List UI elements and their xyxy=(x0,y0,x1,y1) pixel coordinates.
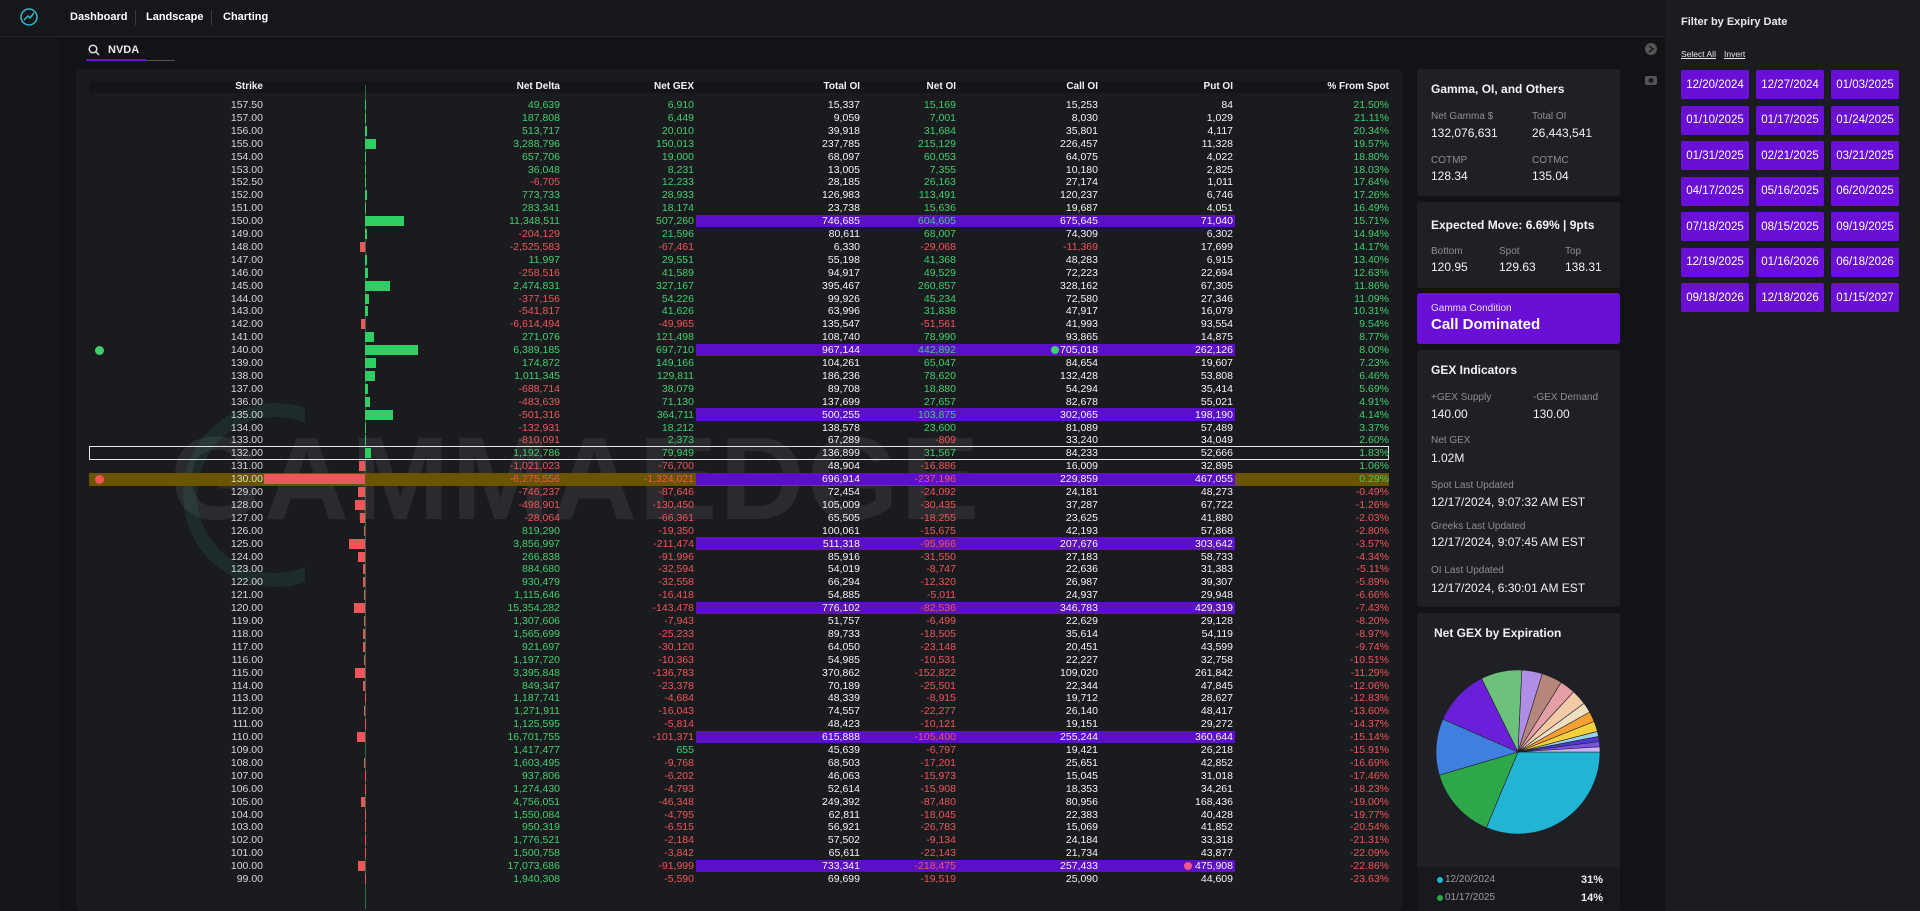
value: 128.34 xyxy=(1431,169,1468,183)
pie-chart xyxy=(1435,669,1601,835)
date-button[interactable]: 06/20/2025 xyxy=(1831,176,1899,206)
nav-item[interactable]: Landscape xyxy=(146,11,204,23)
date-button[interactable]: 01/31/2025 xyxy=(1681,141,1749,170)
legend-dot xyxy=(1437,895,1443,901)
watermark-logo xyxy=(183,403,305,587)
pie-slice xyxy=(1485,751,1601,835)
label: +GEX Supply xyxy=(1431,392,1492,403)
card-title: Net GEX by Expiration xyxy=(1434,626,1562,640)
label: -GEX Demand xyxy=(1533,392,1599,403)
date-button[interactable]: 06/18/2026 xyxy=(1831,247,1899,277)
value: 132,076,631 xyxy=(1431,126,1498,140)
date-button[interactable]: 01/16/2026 xyxy=(1756,247,1824,277)
date-button[interactable]: 12/20/2024 xyxy=(1681,70,1749,99)
date-button[interactable]: 01/15/2027 xyxy=(1831,283,1899,312)
label: Top xyxy=(1565,246,1582,257)
date-button[interactable]: 02/21/2025 xyxy=(1756,141,1824,170)
search-box[interactable]: NVDA xyxy=(86,36,175,61)
value: 12/17/2024, 6:30:01 AM EST xyxy=(1431,581,1586,595)
legend-dot xyxy=(1437,877,1443,883)
legend-value: 31% xyxy=(1580,874,1603,886)
date-button[interactable]: 05/16/2025 xyxy=(1756,176,1824,206)
value: 12/17/2024, 9:07:45 AM EST xyxy=(1431,535,1586,549)
date-button[interactable]: 12/27/2024 xyxy=(1756,70,1824,99)
top-nav: Dashboard Landscape Charting xyxy=(0,0,1665,37)
date-button[interactable]: 01/10/2025 xyxy=(1681,105,1749,135)
label: COTMC xyxy=(1532,155,1569,166)
label: Spot xyxy=(1499,246,1520,257)
value: 129.63 xyxy=(1499,260,1536,274)
date-button[interactable]: 08/15/2025 xyxy=(1756,212,1824,241)
table-panel xyxy=(76,69,1402,911)
value: 140.00 xyxy=(1431,407,1468,421)
label: Bottom xyxy=(1431,246,1463,257)
nav-item[interactable]: Charting xyxy=(223,11,269,23)
left-strip xyxy=(0,37,59,911)
date-button[interactable]: 09/18/2026 xyxy=(1681,283,1749,312)
nav-separator xyxy=(135,10,136,25)
invert[interactable]: Invert xyxy=(1724,49,1746,59)
search-underline xyxy=(146,60,175,61)
card-title: Gamma, OI, and Others xyxy=(1431,82,1565,96)
value: 1.02M xyxy=(1431,451,1465,465)
value: 138.31 xyxy=(1565,260,1602,274)
overview-card: Gamma, OI, and Others Net Gamma $ 132,07… xyxy=(1417,69,1620,196)
legend-value: 14% xyxy=(1580,892,1603,904)
date-button[interactable]: 01/03/2025 xyxy=(1831,70,1899,99)
date-button[interactable]: 01/24/2025 xyxy=(1831,105,1899,135)
label: COTMP xyxy=(1431,155,1468,166)
card-title: GEX Indicators xyxy=(1431,363,1518,377)
date-button[interactable]: 04/17/2025 xyxy=(1681,176,1749,206)
value: 26,443,541 xyxy=(1532,126,1593,140)
pie-slice xyxy=(1517,746,1601,753)
filter-sidebar: Filter by Expiry Date Select All Invert … xyxy=(1665,0,1920,911)
pie-legend: 12/20/2024 31% 01/17/2025 14% xyxy=(1417,867,1620,911)
value: 130.00 xyxy=(1533,407,1570,421)
label: Greeks Last Updated xyxy=(1431,521,1526,532)
date-button[interactable]: 01/17/2025 xyxy=(1756,105,1824,135)
logo[interactable] xyxy=(20,8,38,26)
label: Spot Last Updated xyxy=(1431,480,1514,491)
value: 120.95 xyxy=(1431,260,1468,274)
expected-move-card: Expected Move: 6.69% | 9pts Bottom 120.9… xyxy=(1417,202,1620,288)
date-button[interactable]: 09/19/2025 xyxy=(1831,212,1899,241)
pie-card: Net GEX by Expiration 12/20/2024 31% 01/17… xyxy=(1417,613,1620,911)
legend-label: 12/20/2024 xyxy=(1445,874,1496,885)
label: Gamma Condition xyxy=(1431,303,1512,314)
search-value[interactable]: NVDA xyxy=(108,44,140,56)
pie-slice xyxy=(1438,751,1519,829)
date-button[interactable]: 07/18/2025 xyxy=(1681,212,1749,241)
card-title: Expected Move: 6.69% | 9pts xyxy=(1431,218,1595,232)
date-button[interactable]: 12/19/2025 xyxy=(1681,247,1749,277)
label: OI Last Updated xyxy=(1431,565,1504,576)
value: 12/17/2024, 9:07:32 AM EST xyxy=(1431,495,1586,509)
nav-item[interactable]: Dashboard xyxy=(70,11,128,23)
side-icons[interactable] xyxy=(1644,42,1658,90)
date-button[interactable]: 12/18/2026 xyxy=(1756,283,1824,312)
gex-indicators-card: GEX Indicators +GEX Supply 140.00 -GEX D… xyxy=(1417,350,1620,607)
label: Total OI xyxy=(1532,111,1567,122)
search-icon xyxy=(88,44,100,56)
select-all[interactable]: Select All xyxy=(1681,49,1716,59)
date-button[interactable]: 03/21/2025 xyxy=(1831,141,1899,170)
label: Net Gamma $ xyxy=(1431,111,1494,122)
nav-separator xyxy=(211,10,212,25)
filter-title: Filter by Expiry Date xyxy=(1681,16,1788,28)
search-underline xyxy=(86,59,146,61)
legend-label: 01/17/2025 xyxy=(1445,892,1496,903)
value: 135.04 xyxy=(1532,169,1569,183)
label: Net GEX xyxy=(1431,435,1471,446)
gamma-condition-card: Gamma Condition Call Dominated xyxy=(1417,293,1620,344)
value: Call Dominated xyxy=(1431,316,1541,333)
